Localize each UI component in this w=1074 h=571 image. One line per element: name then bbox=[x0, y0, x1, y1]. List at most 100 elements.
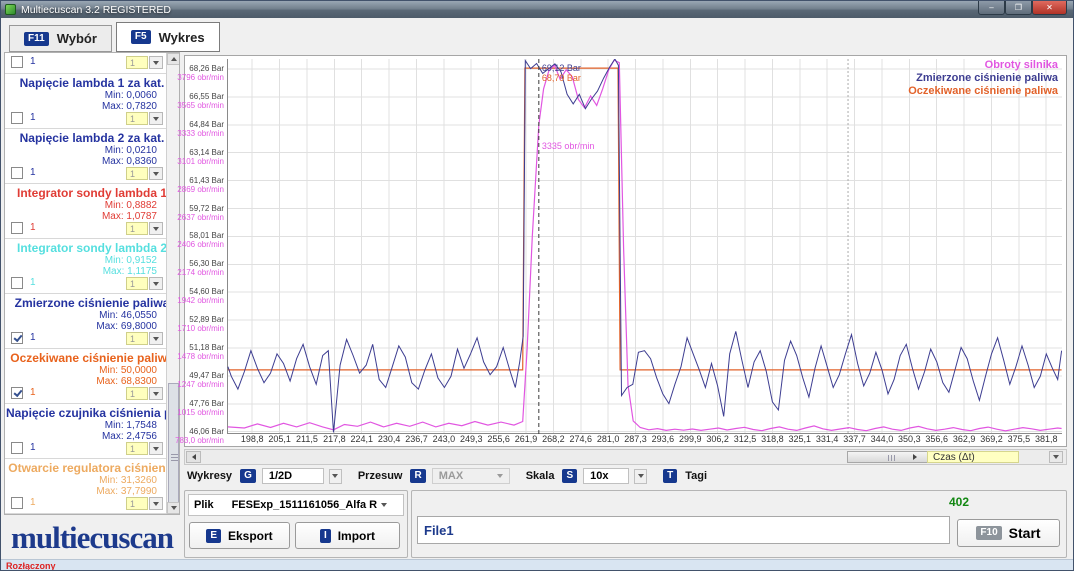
y-tick-rpm: 783,0 obr/min bbox=[164, 436, 224, 445]
chevron-down-icon[interactable] bbox=[1049, 451, 1063, 463]
y-tick-bar: 61,43 Bar bbox=[164, 176, 224, 185]
record-counter: 402 bbox=[909, 495, 1009, 509]
channel-label: 1 bbox=[30, 497, 36, 508]
parameter-card: Integrator sondy lambda 1Min: 0,8882Max:… bbox=[5, 184, 179, 239]
tab-wykres-label: Wykres bbox=[159, 30, 205, 45]
thickness-select[interactable]: 1 bbox=[126, 277, 148, 290]
series-checkbox[interactable] bbox=[11, 277, 23, 289]
import-button[interactable]: I Import bbox=[295, 522, 400, 549]
y-tick-pair: 63,14 Bar3101 obr/min bbox=[164, 148, 224, 166]
y-tick-rpm: 3333 obr/min bbox=[164, 129, 224, 138]
series-checkbox[interactable] bbox=[11, 112, 23, 124]
parameter-card: Oczekiwane ciśnienie paliwaMin: 50,0000M… bbox=[5, 349, 179, 404]
minimize-icon[interactable]: – bbox=[978, 1, 1005, 15]
parameter-card: Otwarcie regulatora ciśnieniaMin: 31,326… bbox=[5, 459, 179, 514]
thickness-select[interactable]: 1 bbox=[126, 112, 148, 125]
file-name-input[interactable] bbox=[417, 516, 950, 544]
title-bar: Multiecuscan 3.2 REGISTERED – ❐ ✕ bbox=[1, 1, 1073, 18]
parameter-card: Napięcie czujnika ciśnienia paMin: 1,754… bbox=[5, 404, 179, 459]
series-checkbox[interactable] bbox=[11, 56, 23, 68]
przesuw-key-badge: R bbox=[410, 469, 425, 483]
chevron-down-icon[interactable] bbox=[149, 332, 163, 345]
parameter-min: Min: 50,0000 bbox=[5, 365, 179, 376]
series-checkbox[interactable] bbox=[11, 332, 23, 344]
scroll-left-icon[interactable] bbox=[186, 451, 201, 463]
thickness-select[interactable]: 1 bbox=[126, 442, 148, 455]
parameter-min: Min: 46,0550 bbox=[5, 310, 179, 321]
parameter-card: Zmierzone ciśnienie paliwaMin: 46,0550Ma… bbox=[5, 294, 179, 349]
parameter-min: Min: 1,7548 bbox=[5, 420, 179, 431]
y-axis-labels: 68,26 Bar3796 obr/min66,55 Bar3565 obr/m… bbox=[185, 59, 226, 439]
scroll-down-icon[interactable] bbox=[167, 502, 180, 514]
tab-wybor[interactable]: F11 Wybór bbox=[9, 25, 112, 52]
chevron-down-icon[interactable] bbox=[149, 222, 163, 235]
chevron-down-icon[interactable] bbox=[634, 469, 647, 484]
wykresy-select[interactable]: 1/2D bbox=[262, 468, 324, 484]
import-key-badge: I bbox=[320, 529, 331, 543]
close-icon[interactable]: ✕ bbox=[1032, 1, 1067, 15]
chart-plot[interactable]: 69,12 Bar68,79 Bar3335 obr/min bbox=[227, 59, 1062, 434]
parameter-title: Napięcie lambda 1 za kat. bbox=[5, 74, 179, 90]
parameter-title: Oczekiwane ciśnienie paliwa bbox=[5, 349, 179, 365]
y-tick-pair: 52,89 Bar1710 obr/min bbox=[164, 315, 224, 333]
y-tick-bar: 66,55 Bar bbox=[164, 92, 224, 101]
chevron-down-icon[interactable] bbox=[149, 167, 163, 180]
channel-label: 1 bbox=[30, 332, 36, 343]
chart-scroll-thumb[interactable] bbox=[847, 451, 937, 463]
chevron-down-icon[interactable] bbox=[149, 56, 163, 69]
maximize-icon[interactable]: ❐ bbox=[1005, 1, 1032, 15]
legend-entry: Zmierzone ciśnienie paliwa bbox=[908, 72, 1058, 85]
tagi-key-badge: T bbox=[663, 469, 677, 483]
time-axis-select[interactable]: Czas (Δt) bbox=[927, 451, 1019, 463]
parameter-card: Napięcie lambda 2 za kat.Min: 0,0210Max:… bbox=[5, 129, 179, 184]
thickness-select[interactable]: 1 bbox=[126, 167, 148, 180]
tab-wykres-key-badge: F5 bbox=[131, 30, 151, 44]
thickness-select[interactable]: 1 bbox=[126, 56, 148, 69]
thickness-select[interactable]: 1 bbox=[126, 387, 148, 400]
series-checkbox[interactable] bbox=[11, 222, 23, 234]
thickness-select[interactable]: 1 bbox=[126, 222, 148, 235]
eksport-key-badge: E bbox=[206, 529, 221, 543]
y-tick-rpm: 3101 obr/min bbox=[164, 157, 224, 166]
thickness-select[interactable]: 1 bbox=[126, 497, 148, 510]
parameter-title: Integrator sondy lambda 1 bbox=[5, 184, 179, 200]
channel-label: 1 bbox=[30, 167, 36, 178]
file-select[interactable]: Plik FESExp_1511161056_Alfa R bbox=[188, 494, 404, 516]
chart-controls: Wykresy G 1/2D Przesuw R MAX Skala S 10x… bbox=[187, 467, 707, 485]
window-title: Multiecuscan 3.2 REGISTERED bbox=[21, 4, 171, 16]
y-tick-pair: 61,43 Bar2869 obr/min bbox=[164, 176, 224, 194]
parameter-title: Zmierzone ciśnienie paliwa bbox=[5, 294, 179, 310]
skala-select[interactable]: 10x bbox=[583, 468, 629, 484]
parameter-min: Min: 0,9152 bbox=[5, 255, 179, 266]
eksport-button[interactable]: E Eksport bbox=[189, 522, 290, 549]
chevron-down-icon[interactable] bbox=[149, 497, 163, 510]
series-checkbox[interactable] bbox=[11, 167, 23, 179]
thickness-select[interactable]: 1 bbox=[126, 332, 148, 345]
wykresy-key-badge: G bbox=[240, 469, 256, 483]
y-tick-rpm: 1942 obr/min bbox=[164, 296, 224, 305]
series-checkbox[interactable] bbox=[11, 442, 23, 454]
cursor-readout: 68,79 Bar bbox=[542, 73, 581, 83]
y-tick-rpm: 2869 obr/min bbox=[164, 185, 224, 194]
chevron-down-icon[interactable] bbox=[149, 277, 163, 290]
parameter-card-partial: 1 1 bbox=[5, 53, 179, 74]
tagi-label[interactable]: Tagi bbox=[685, 470, 707, 482]
chevron-down-icon[interactable] bbox=[149, 442, 163, 455]
tab-strip: F11 Wybór F5 Wykres bbox=[1, 18, 1073, 52]
series-checkbox[interactable] bbox=[11, 387, 23, 399]
eksport-label: Eksport bbox=[228, 529, 273, 543]
start-key-badge: F10 bbox=[976, 526, 1001, 540]
chevron-down-icon[interactable] bbox=[149, 387, 163, 400]
parameter-min: Min: 0,8882 bbox=[5, 200, 179, 211]
tab-wykres[interactable]: F5 Wykres bbox=[116, 22, 220, 52]
chevron-down-icon bbox=[497, 474, 503, 478]
start-button[interactable]: F10 Start bbox=[957, 519, 1060, 547]
chevron-down-icon[interactable] bbox=[149, 112, 163, 125]
parameter-title: Napięcie czujnika ciśnienia pa bbox=[5, 404, 179, 420]
legend-entry: Oczekiwane ciśnienie paliwa bbox=[908, 85, 1058, 98]
chevron-down-icon[interactable] bbox=[329, 469, 342, 484]
scroll-right-icon[interactable] bbox=[907, 451, 922, 463]
record-groupbox: 402 F10 Start bbox=[411, 490, 1067, 558]
series-checkbox[interactable] bbox=[11, 497, 23, 509]
y-tick-bar: 49,47 Bar bbox=[164, 371, 224, 380]
